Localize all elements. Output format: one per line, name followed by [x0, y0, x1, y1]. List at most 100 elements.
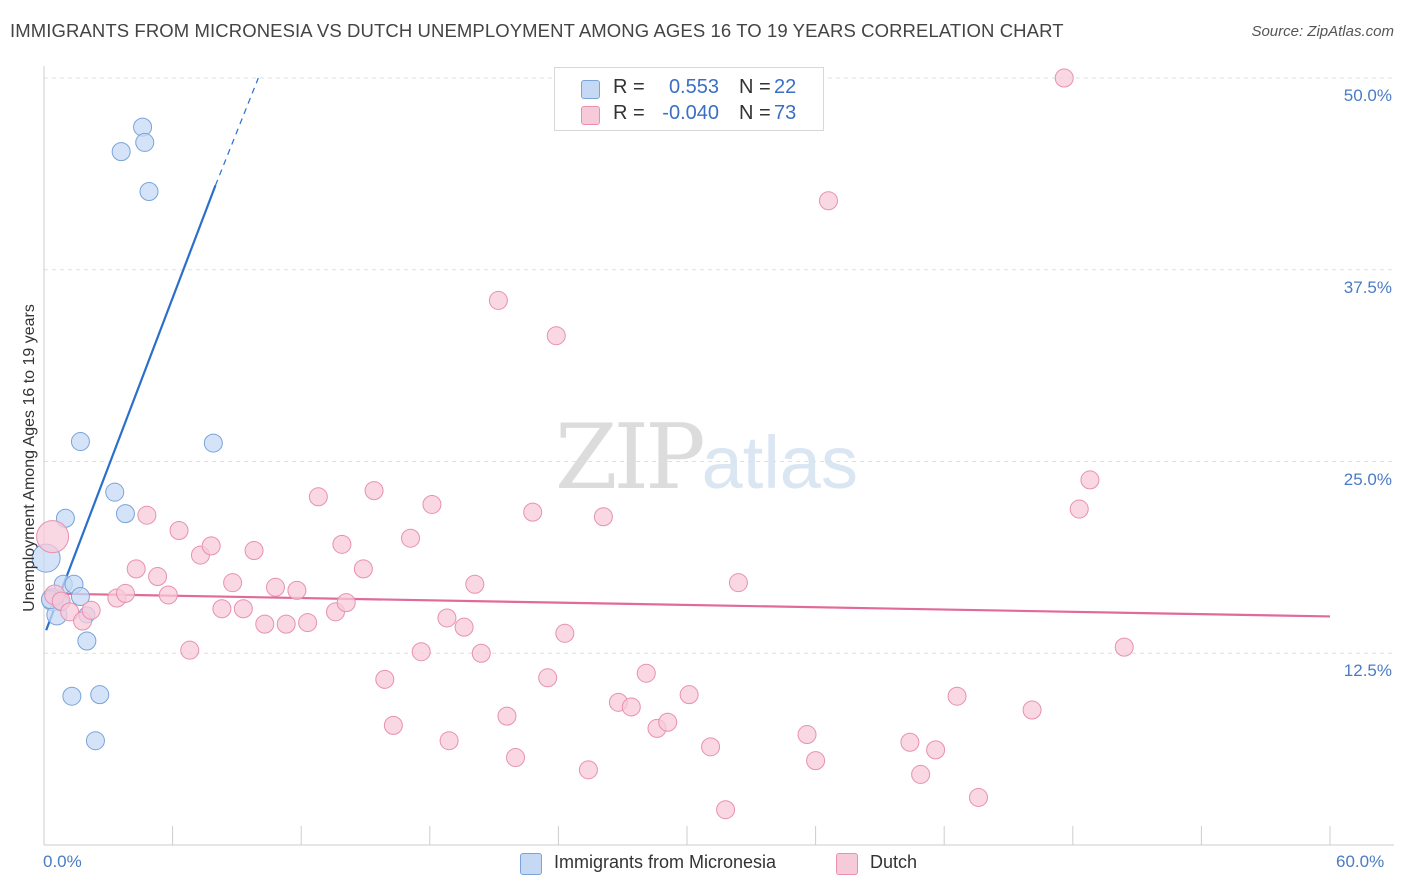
x-tick-max: 60.0%: [1336, 852, 1385, 871]
point-dutch: [818, 191, 838, 211]
point-dutch: [621, 697, 641, 717]
point-dutch: [593, 507, 613, 527]
point-dutch: [911, 764, 931, 784]
point-dutch: [353, 559, 373, 579]
point-dutch: [555, 623, 575, 643]
legend-swatch-pink: [581, 106, 600, 125]
point-dutch: [422, 494, 442, 514]
y-axis-label: Unemployment Among Ages 16 to 19 years: [21, 304, 38, 612]
legend-r-value: 0.553: [668, 76, 719, 98]
point-dutch: [81, 600, 101, 620]
point-dutch: [364, 481, 384, 501]
legend-n-label: N =: [739, 76, 771, 98]
point-dutch: [255, 614, 275, 634]
point-micronesia: [77, 631, 97, 651]
point-dutch: [1054, 68, 1074, 88]
point-dutch: [383, 715, 403, 735]
point-dutch: [332, 534, 352, 554]
point-dutch: [60, 602, 80, 622]
point-dutch: [276, 614, 296, 634]
watermark-zip: ZIP: [555, 405, 706, 510]
point-micronesia: [70, 432, 90, 452]
point-dutch: [137, 505, 157, 525]
bottom-legend-label: Immigrants from Micronesia: [554, 852, 777, 872]
point-micronesia: [115, 504, 135, 524]
point-dutch: [298, 613, 318, 633]
point-micronesia: [70, 586, 90, 606]
y-tick-label: 12.5%: [1343, 661, 1392, 681]
point-micronesia: [111, 142, 131, 162]
point-dutch: [1022, 700, 1042, 720]
point-dutch: [244, 540, 264, 560]
point-dutch: [1069, 499, 1089, 519]
point-dutch: [658, 712, 678, 732]
point-dutch: [900, 732, 920, 752]
point-micronesia: [90, 685, 110, 705]
legend-row-dutch: R = -0.040 N = 73: [555, 102, 823, 128]
point-dutch: [336, 593, 356, 613]
bottom-legend-swatch-blue: [520, 853, 542, 875]
y-tick-label: 25.0%: [1343, 469, 1392, 489]
point-dutch: [158, 585, 178, 605]
point-dutch: [169, 521, 189, 541]
point-dutch: [308, 487, 328, 507]
point-dutch: [679, 685, 699, 705]
point-dutch: [546, 326, 566, 346]
point-dutch: [701, 737, 721, 757]
legend-r-label: R =: [613, 76, 645, 98]
point-dutch: [375, 669, 395, 689]
point-dutch: [233, 599, 253, 619]
point-dutch: [411, 642, 431, 662]
point-dutch: [947, 686, 967, 706]
legend-n-value: 22: [774, 76, 797, 98]
point-dutch: [968, 787, 988, 807]
point-dutch: [1114, 637, 1134, 657]
point-dutch: [797, 725, 817, 745]
point-dutch: [578, 760, 598, 780]
point-dutch: [497, 706, 517, 726]
legend-n-value: 73: [774, 102, 797, 124]
point-dutch: [926, 740, 946, 760]
point-dutch: [488, 290, 508, 310]
point-dutch: [716, 800, 736, 820]
gridlines: [44, 77, 1394, 654]
point-dutch: [287, 580, 307, 600]
legend-n-label: N =: [739, 102, 771, 124]
point-dutch: [636, 663, 656, 683]
point-micronesia: [105, 482, 125, 502]
point-dutch: [454, 617, 474, 637]
x-tick-min: 0.0%: [43, 852, 82, 871]
point-micronesia: [203, 433, 223, 453]
point-dutch: [223, 573, 243, 593]
legend-r-label: R =: [613, 102, 645, 124]
point-dutch: [36, 520, 70, 554]
point-dutch: [115, 583, 135, 603]
point-micronesia: [62, 686, 82, 706]
chart-title: IMMIGRANTS FROM MICRONESIA VS DUTCH UNEM…: [10, 20, 1064, 41]
axes: [43, 66, 1394, 846]
watermark-atlas: atlas: [701, 421, 858, 504]
point-dutch: [437, 608, 457, 628]
point-dutch: [201, 536, 221, 556]
point-micronesia: [85, 731, 105, 751]
point-dutch: [728, 573, 748, 593]
trend-line-micronesia-extension: [214, 77, 259, 186]
point-dutch: [1080, 470, 1100, 490]
data-points: [31, 68, 1134, 820]
point-dutch: [439, 731, 459, 751]
bottom-legend-label: Dutch: [870, 852, 918, 872]
point-dutch: [471, 643, 491, 663]
trend-line-micronesia: [45, 184, 217, 631]
point-dutch: [212, 599, 232, 619]
point-dutch: [265, 577, 285, 597]
source-label: Source: ZipAtlas.com: [1251, 23, 1394, 40]
correlation-legend: R = 0.553 N = 22 R = -0.040 N = 73: [554, 67, 824, 131]
y-tick-label: 37.5%: [1343, 277, 1392, 297]
point-micronesia: [135, 132, 155, 152]
point-dutch: [465, 574, 485, 594]
point-dutch: [538, 668, 558, 688]
point-dutch: [506, 748, 526, 768]
bottom-legend-swatch-pink: [836, 853, 858, 875]
trend-lines: [43, 77, 1331, 631]
point-dutch: [180, 640, 200, 660]
